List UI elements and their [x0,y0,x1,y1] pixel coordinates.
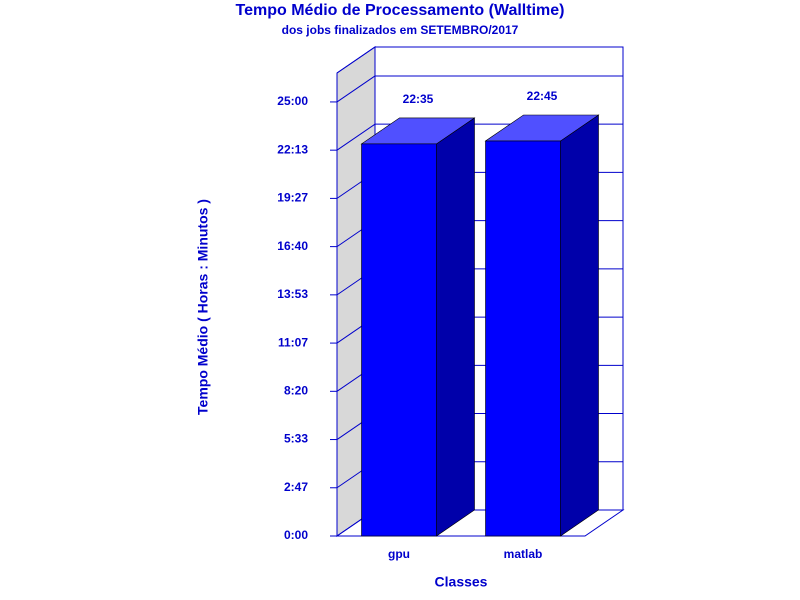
y-axis-title: Tempo Médio ( Horas : Minutos ) [195,199,211,415]
chart-subtitle: dos jobs finalizados em SETEMBRO/2017 [282,23,519,37]
x-tick-label: matlab [504,547,543,561]
value-label: 22:45 [527,89,558,103]
bar [485,140,561,537]
chart-title: Tempo Médio de Processamento (Walltime) [236,2,565,19]
y-tick-label: 16:40 [277,239,308,253]
y-tick-label: 22:13 [277,142,308,156]
y-tick-label: 25:00 [277,94,308,108]
grid-line [336,75,376,103]
y-tick-label: 13:53 [277,287,308,301]
grid-line [336,123,376,151]
y-tick-label: 0:00 [284,528,308,542]
y-tick-label: 2:47 [284,480,308,494]
bar [361,143,437,537]
y-tick-label: 8:20 [284,383,308,397]
bar-side [436,117,475,537]
top-edge [336,46,376,74]
y-tick-label: 11:07 [278,335,308,349]
y-tick-label: 5:33 [284,432,308,446]
value-label: 22:35 [403,92,434,106]
x-tick-label: gpu [388,547,410,561]
y-tick-label: 19:27 [277,191,308,205]
bar-side [560,114,599,537]
x-axis-title: Classes [435,574,488,590]
